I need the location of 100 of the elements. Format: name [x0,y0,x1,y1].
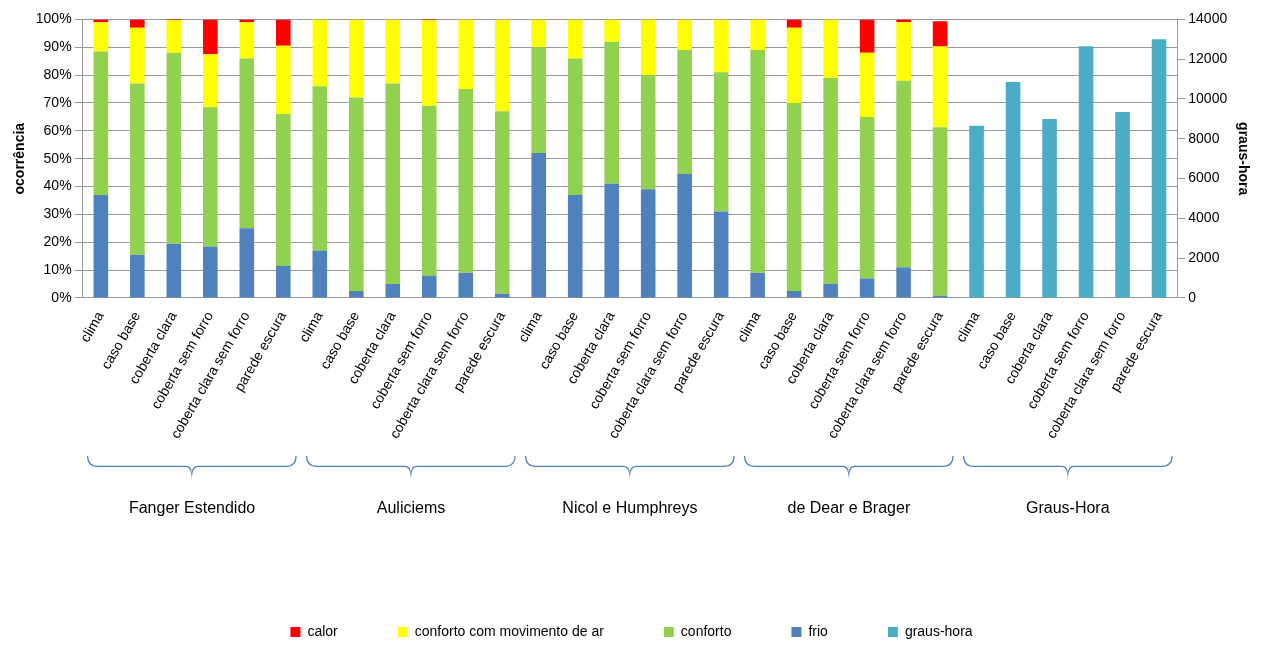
y-axis-title: ocorrência [11,122,28,195]
bar [896,80,911,268]
bar [166,243,182,298]
bar [348,290,364,298]
bar [1078,46,1094,298]
bar [348,97,364,291]
bar [130,254,145,298]
y-tick-label: 10% [43,260,72,277]
y-tick-label: 90% [43,38,72,55]
legend-label: frio [808,622,829,639]
text: Auliciems [375,499,447,517]
bar [421,275,437,298]
bar [458,89,474,273]
bar [312,86,328,251]
bar [276,114,291,266]
bar [203,54,218,108]
bar [859,116,875,279]
bar [932,46,948,128]
bar [786,27,802,103]
bar [166,20,182,53]
y2-tick-label: 8000 [1188,129,1220,146]
bar [494,111,510,294]
y2-tick-label: 6000 [1188,169,1220,186]
bar [239,228,255,298]
bar [750,272,765,298]
legend-label: conforto [680,622,732,639]
y-tick-label: 40% [43,177,72,194]
bar [896,267,911,298]
y2-tick-label: 10000 [1188,89,1228,106]
bar [823,19,838,78]
bar [786,19,802,28]
bar [531,153,547,298]
text: Graus-Hora [1025,499,1111,517]
bar [823,77,838,285]
y-tick-label: 0% [51,288,72,305]
bar [312,19,328,87]
bar [239,58,255,229]
y-tick-label: 30% [43,205,72,222]
bar [859,278,875,298]
legend-label: graus-hora [904,622,973,639]
bar [713,211,729,298]
bar [969,125,984,298]
bar [932,21,948,47]
bar [203,107,218,247]
y-tick-label: 100% [35,10,72,27]
bar [640,19,656,76]
bar [203,19,218,55]
y2-axis-title: graus-hora [1235,122,1252,196]
bar [713,72,729,212]
y-tick-label: 80% [43,65,72,82]
y2-tick-label: 4000 [1188,209,1220,226]
bar [1005,82,1021,298]
bar [640,75,656,190]
y-tick-label: 70% [43,93,72,110]
bar [166,52,182,244]
bar [130,27,145,84]
bar [348,19,364,98]
bar [859,52,875,117]
bar [531,19,547,48]
legend-label: conforto com movimento de ar [414,622,605,639]
bar [859,19,875,53]
bar [421,105,437,276]
bar [93,194,109,298]
bar [93,22,109,52]
bar [1151,39,1167,298]
bar [604,19,619,42]
y2-tick-label: 2000 [1188,249,1220,266]
bar [750,19,765,51]
bar [1042,118,1057,298]
bar [677,50,692,174]
bar [640,189,656,298]
bar [604,41,619,184]
bar [677,19,692,51]
bar [567,58,583,195]
legend-label: calor [307,622,339,639]
bar [385,284,401,298]
y2-tick-label: 14000 [1188,10,1228,27]
bar [276,45,291,115]
bar [750,50,765,273]
bar [823,284,838,298]
text: Fanger Estendido [127,499,257,517]
bar [130,83,145,255]
bar [458,272,474,298]
bar [896,22,911,81]
bar [1115,111,1130,298]
bar [130,19,145,28]
bar [677,173,692,298]
bar [786,102,802,291]
y2-tick-label: 0 [1188,288,1197,305]
bar [421,20,437,106]
text: Nicol e Humphreys [561,499,699,517]
y-tick-label: 20% [43,233,72,250]
bar [276,19,291,46]
bar [239,22,255,59]
bar [385,19,401,84]
bar [458,19,474,90]
text: de Dear e Brager [786,499,912,517]
bar [932,127,948,296]
bar [203,246,218,298]
bar [713,19,729,73]
